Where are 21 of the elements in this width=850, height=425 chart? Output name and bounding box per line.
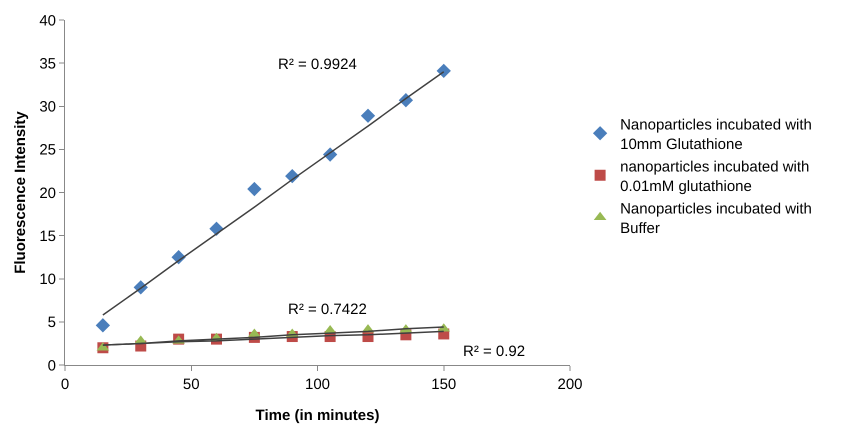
y-axis-title: Fluorescence Intensity	[12, 110, 29, 274]
y-tick-label: 25	[39, 142, 56, 159]
y-tick-label: 35	[39, 55, 56, 72]
x-tick-label: 200	[557, 376, 583, 393]
y-tick-label: 20	[39, 184, 56, 202]
y-tick-label: 0	[48, 357, 56, 374]
y-tick-label: 10	[39, 271, 56, 288]
y-tick-label: 40	[39, 12, 56, 30]
x-tick-label: 100	[304, 376, 330, 393]
legend-label: Nanoparticles incubated with Buffer	[620, 200, 812, 237]
annotation: R² = 0.7422	[288, 301, 367, 318]
x-axis-title: Time (in minutes)	[256, 407, 380, 424]
y-tick-label: 15	[39, 228, 56, 245]
y-tick-label: 30	[39, 98, 56, 116]
y-tick-label: 5	[48, 314, 56, 332]
legend-label: nanoparticles incubated with 0.01mM glutathione	[620, 158, 810, 195]
x-tick-label: 150	[431, 376, 456, 393]
annotation: R² = 0.92	[463, 343, 526, 360]
x-tick-label: 0	[60, 376, 70, 393]
annotation: R² = 0.9924	[278, 56, 357, 73]
x-tick-label: 50	[182, 376, 200, 393]
